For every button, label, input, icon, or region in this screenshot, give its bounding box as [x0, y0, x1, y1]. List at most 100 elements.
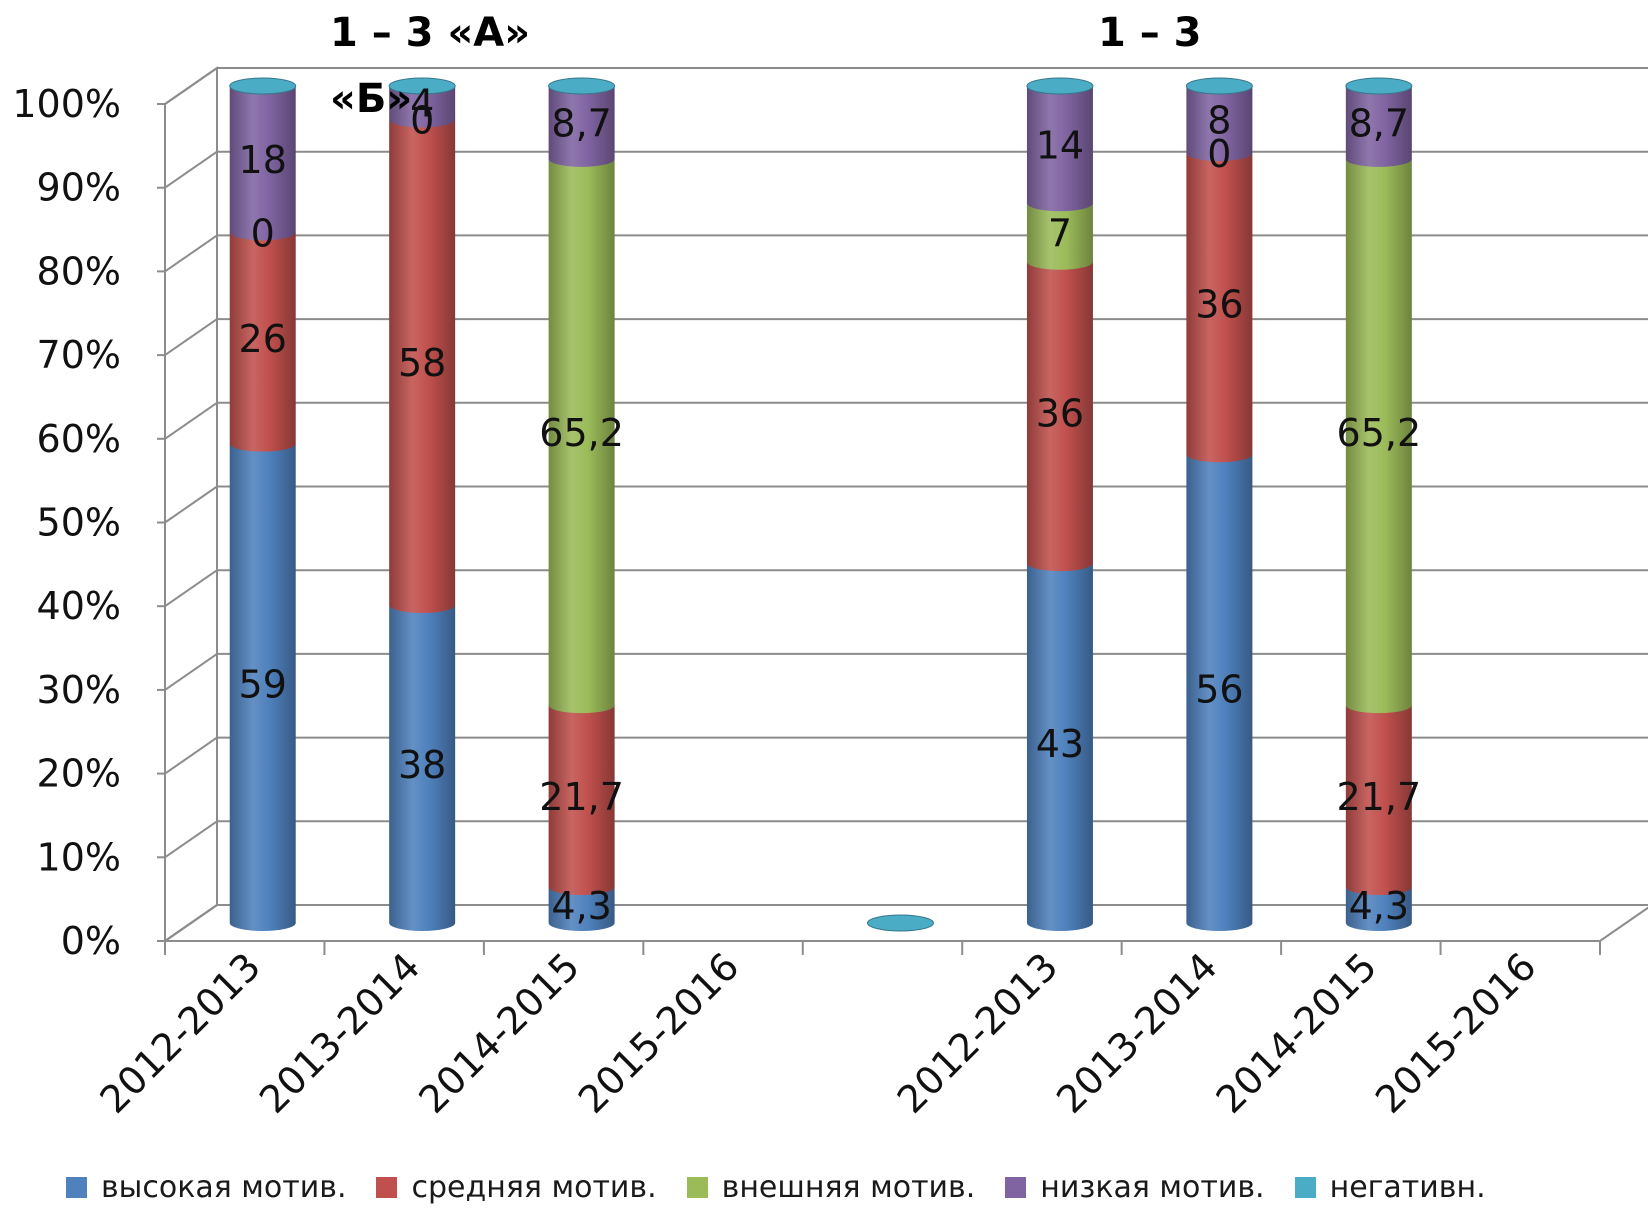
gridline-diagonal: [164, 569, 218, 608]
y-tick-label: 70%: [37, 333, 121, 377]
legend-label: средняя мотив.: [411, 1170, 657, 1205]
data-label: 8,7: [1349, 101, 1409, 145]
bar-segment: [229, 443, 296, 931]
y-tick-label: 80%: [37, 249, 121, 293]
cylinder-top: [388, 77, 456, 95]
x-category-label: 2013-2014: [251, 944, 429, 1122]
gridline-diagonal: [164, 736, 218, 775]
legend-swatch: [376, 1177, 398, 1198]
bar-segment: [548, 86, 615, 167]
legend-item: высокая мотив.: [66, 1170, 346, 1205]
bar-segment: [389, 604, 456, 931]
y-tick-label: 30%: [37, 668, 121, 712]
y-tick-label: 10%: [37, 835, 121, 879]
y-tick-label: 100%: [12, 82, 121, 126]
data-label: 65,2: [539, 411, 624, 455]
data-label: 56: [1195, 668, 1243, 712]
data-label: 43: [1036, 722, 1084, 766]
cylinder-top: [229, 77, 297, 95]
bar-segment: [1345, 158, 1412, 714]
data-label: 26: [239, 317, 287, 361]
group2-title: 1 – 3: [1098, 10, 1202, 56]
bar-segment: [389, 119, 456, 613]
y-tick-label: 20%: [37, 752, 121, 796]
data-label: 0: [251, 211, 275, 255]
legend-item: низкая мотив.: [1005, 1170, 1265, 1205]
data-label: 21,7: [539, 775, 624, 819]
legend-label: внешняя мотив.: [721, 1170, 976, 1205]
bar-segment: [389, 86, 456, 128]
x-category-label: 2014-2015: [1208, 944, 1386, 1122]
bar-segment: [1026, 261, 1093, 572]
bar-segment: [1186, 86, 1253, 161]
legend-swatch: [66, 1177, 87, 1198]
legend-swatch: [1005, 1177, 1027, 1198]
data-label: 38: [398, 743, 446, 787]
legend-swatch: [686, 1177, 708, 1198]
gridline-diagonal: [164, 67, 218, 105]
y-tick-label: 40%: [37, 584, 121, 628]
legend-item: негативн.: [1294, 1170, 1486, 1205]
bar-segment: [1026, 563, 1093, 931]
legend-item: средняя мотив.: [376, 1170, 657, 1205]
data-label: 65,2: [1337, 411, 1422, 455]
data-label: 0: [410, 98, 434, 142]
bar-segment: [1186, 454, 1253, 931]
legend-label: высокая мотив.: [101, 1170, 347, 1205]
data-label: 36: [1195, 283, 1243, 327]
data-label: 36: [1036, 391, 1084, 435]
gridline-diagonal: [164, 485, 218, 524]
bar-segment: [1026, 203, 1093, 270]
x-category-label: 2015-2016: [570, 944, 748, 1122]
data-label: 8: [1207, 98, 1231, 142]
data-label: 14: [1036, 124, 1084, 168]
bar-segment: [229, 232, 296, 452]
gridline-diagonal: [164, 401, 218, 440]
group1-title: 1 – 3 «А»: [330, 10, 531, 56]
bar-segment: [229, 86, 296, 241]
x-category-label: 2012-2013: [92, 944, 270, 1122]
gridline-diagonal: [164, 653, 218, 691]
x-category-label: 2013-2014: [1048, 944, 1226, 1122]
data-label: 58: [398, 341, 446, 385]
bar-segment: [1345, 705, 1412, 895]
bar-segment: [1186, 152, 1253, 463]
bar-segment: [1345, 86, 1412, 167]
data-label: 0: [1207, 132, 1231, 176]
data-label: 18: [239, 138, 287, 182]
gridline-diagonal: [164, 150, 218, 189]
data-label: 59: [239, 662, 287, 706]
x-category-label: 2014-2015: [410, 944, 588, 1122]
group1-title-line2: «Б»: [330, 76, 413, 122]
bar-segment: [548, 705, 615, 895]
legend-swatch: [1294, 1177, 1316, 1198]
gridline-diagonal: [164, 318, 218, 356]
data-label: 8,7: [551, 101, 611, 145]
cylinder-top: [1185, 77, 1253, 95]
bar-segment: [548, 158, 615, 714]
legend-label: негативн.: [1329, 1170, 1486, 1205]
chart-legend: высокая мотив. средняя мотив. внешняя моти…: [66, 1170, 1516, 1205]
data-label: 21,7: [1337, 775, 1422, 819]
cylinder-top: [1345, 77, 1413, 95]
data-label: 7: [1048, 211, 1072, 255]
legend-item: внешняя мотив.: [686, 1170, 976, 1205]
bar-segment: [1345, 886, 1412, 931]
cylinder-top: [867, 914, 934, 932]
y-tick-label: 0%: [61, 919, 121, 963]
x-category-label: 2015-2016: [1367, 944, 1545, 1122]
gridline-diagonal: [164, 904, 218, 942]
stacked-cylinder-chart: 0% 10% 20% 30% 40% 50% 60% 70% 80% 90% 100% 2012-20…: [12, 66, 1648, 1122]
bar-segment: [548, 886, 615, 931]
cylinder-top: [1026, 77, 1094, 95]
cylinder-top: [548, 77, 616, 95]
bar-segment: [1026, 86, 1093, 212]
gridline-diagonal: [164, 234, 218, 273]
data-label: 4,3: [1349, 884, 1409, 928]
x-category-label: 2012-2013: [889, 944, 1067, 1122]
data-label: 4,3: [551, 884, 611, 928]
data-label: 4: [410, 82, 434, 126]
y-tick-label: 90%: [37, 166, 121, 210]
legend-label: низкая мотив.: [1040, 1170, 1265, 1205]
y-tick-label: 50%: [37, 501, 121, 545]
